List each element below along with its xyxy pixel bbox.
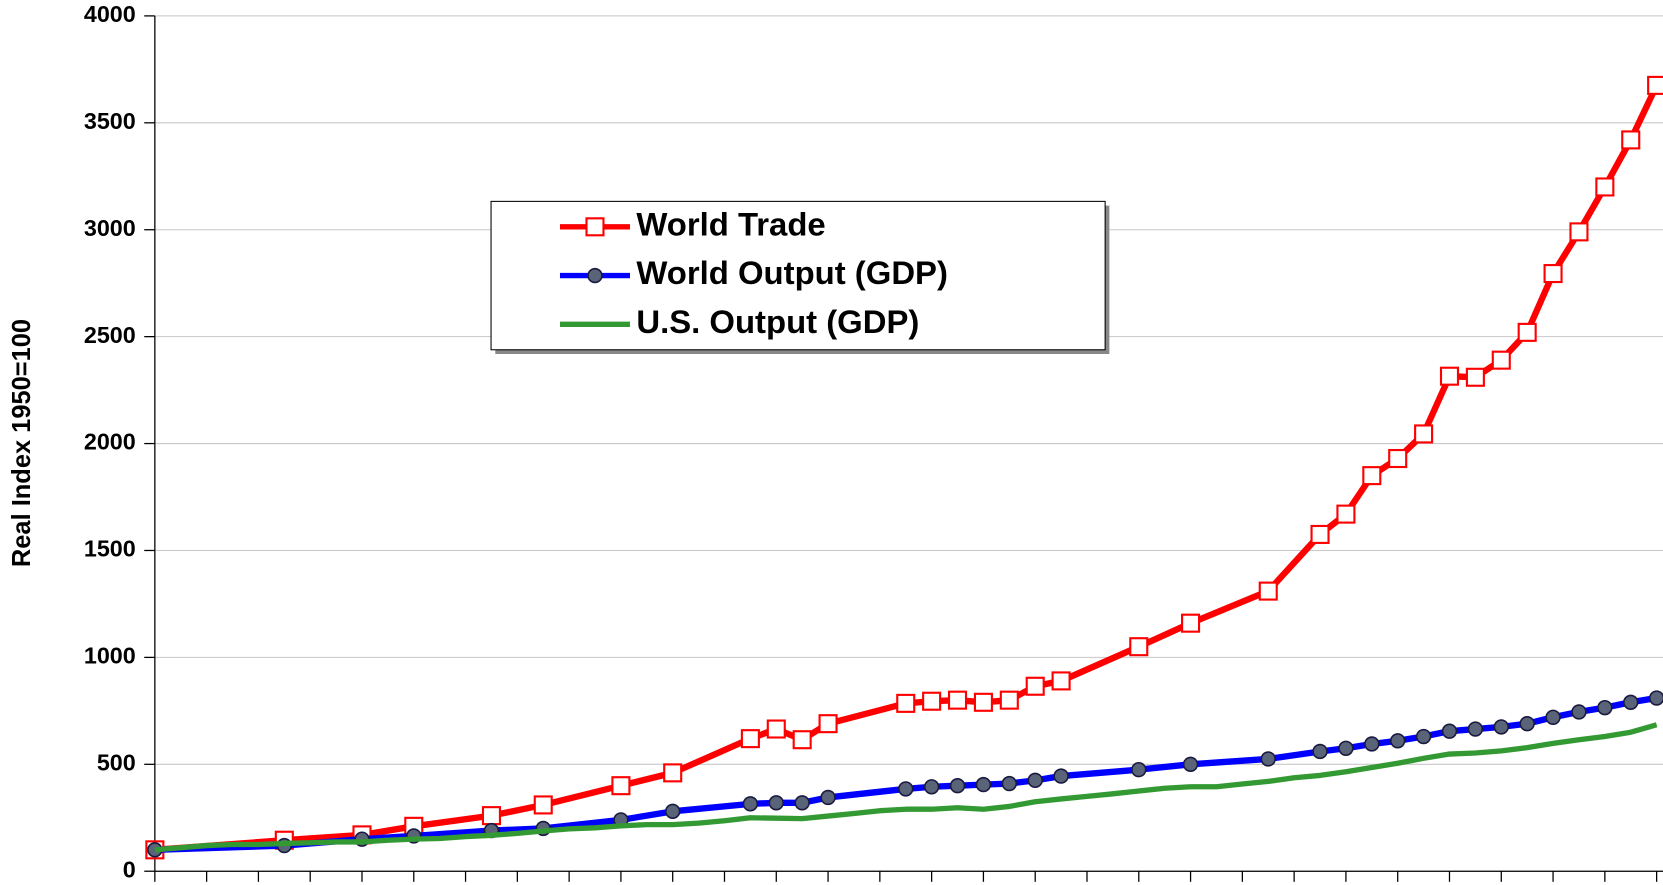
square-marker [611,776,631,796]
y-tick-label: 2500 [84,322,136,348]
circle-marker [1493,719,1509,735]
square-marker [1414,424,1434,444]
circle-marker [665,803,681,820]
circle-marker [1001,775,1018,792]
circle-marker [975,776,992,793]
circle-marker [923,779,940,795]
square-marker [481,806,501,826]
circle-marker [1338,740,1354,756]
circle-marker [1312,743,1328,760]
legend-label: U.S. Output (GDP) [636,303,919,340]
circle-marker [1467,721,1484,737]
y-tick-label: 3000 [84,215,136,241]
square-marker [1129,637,1149,657]
circle-marker [1182,756,1199,772]
square-marker [740,729,760,749]
square-marker [1569,222,1589,242]
square-marker [1621,130,1641,150]
series-line [154,722,1658,853]
circle-marker [1364,736,1380,752]
square-marker [1025,676,1045,696]
y-tick-label: 500 [97,749,136,775]
square-marker [922,691,942,711]
square-marker [533,795,553,815]
square-marker [792,730,812,750]
square-marker [1310,524,1330,544]
square-marker [1388,448,1408,469]
circle-marker [1131,761,1147,778]
circle-marker [742,796,759,812]
circle-marker [820,789,836,806]
square-marker [818,714,838,734]
circle-marker [1260,751,1276,767]
square-marker [1439,366,1460,386]
square-marker [766,719,786,739]
circle-marker [1597,699,1613,716]
square-marker [1517,322,1537,342]
circle-marker [1415,728,1432,745]
circle-marker [898,781,914,797]
square-marker [1465,367,1485,387]
circle-marker [949,778,966,794]
square-marker [973,692,993,712]
circle-marker [1053,768,1069,784]
square-marker [663,763,683,783]
series-line [154,694,1658,854]
circle-marker [1027,772,1043,789]
circle-marker [1390,733,1406,749]
circle-marker [794,795,810,811]
square-marker [947,690,968,710]
y-tick-label: 1000 [84,643,136,669]
square-marker [585,217,605,237]
square-marker [1647,75,1663,95]
legend-label: World Output (GDP) [636,254,948,291]
square-marker [896,693,916,713]
square-marker [1258,581,1278,601]
square-marker [1336,504,1356,524]
circle-marker [768,795,784,811]
circle-marker [1648,690,1663,706]
square-marker [1362,466,1382,486]
y-tick-label: 4000 [84,1,136,27]
y-tick-label: 1500 [84,536,136,562]
square-marker [1051,671,1071,691]
y-tick-label: 3500 [84,108,136,134]
circle-marker [1441,723,1458,739]
square-marker [999,690,1019,710]
y-tick-label: 0 [123,856,136,882]
square-marker [1595,177,1615,197]
y-axis-label: Real Index 1950=100 [8,319,36,567]
circle-marker [1519,715,1535,732]
circle-marker [587,267,603,284]
square-marker [1181,613,1201,633]
y-tick-label: 2000 [84,429,136,455]
circle-marker [1571,704,1587,720]
legend-label: World Trade [636,206,825,243]
circle-marker [1623,694,1639,710]
circle-marker [1545,709,1561,725]
square-marker [1491,350,1511,370]
square-marker [1543,264,1563,284]
